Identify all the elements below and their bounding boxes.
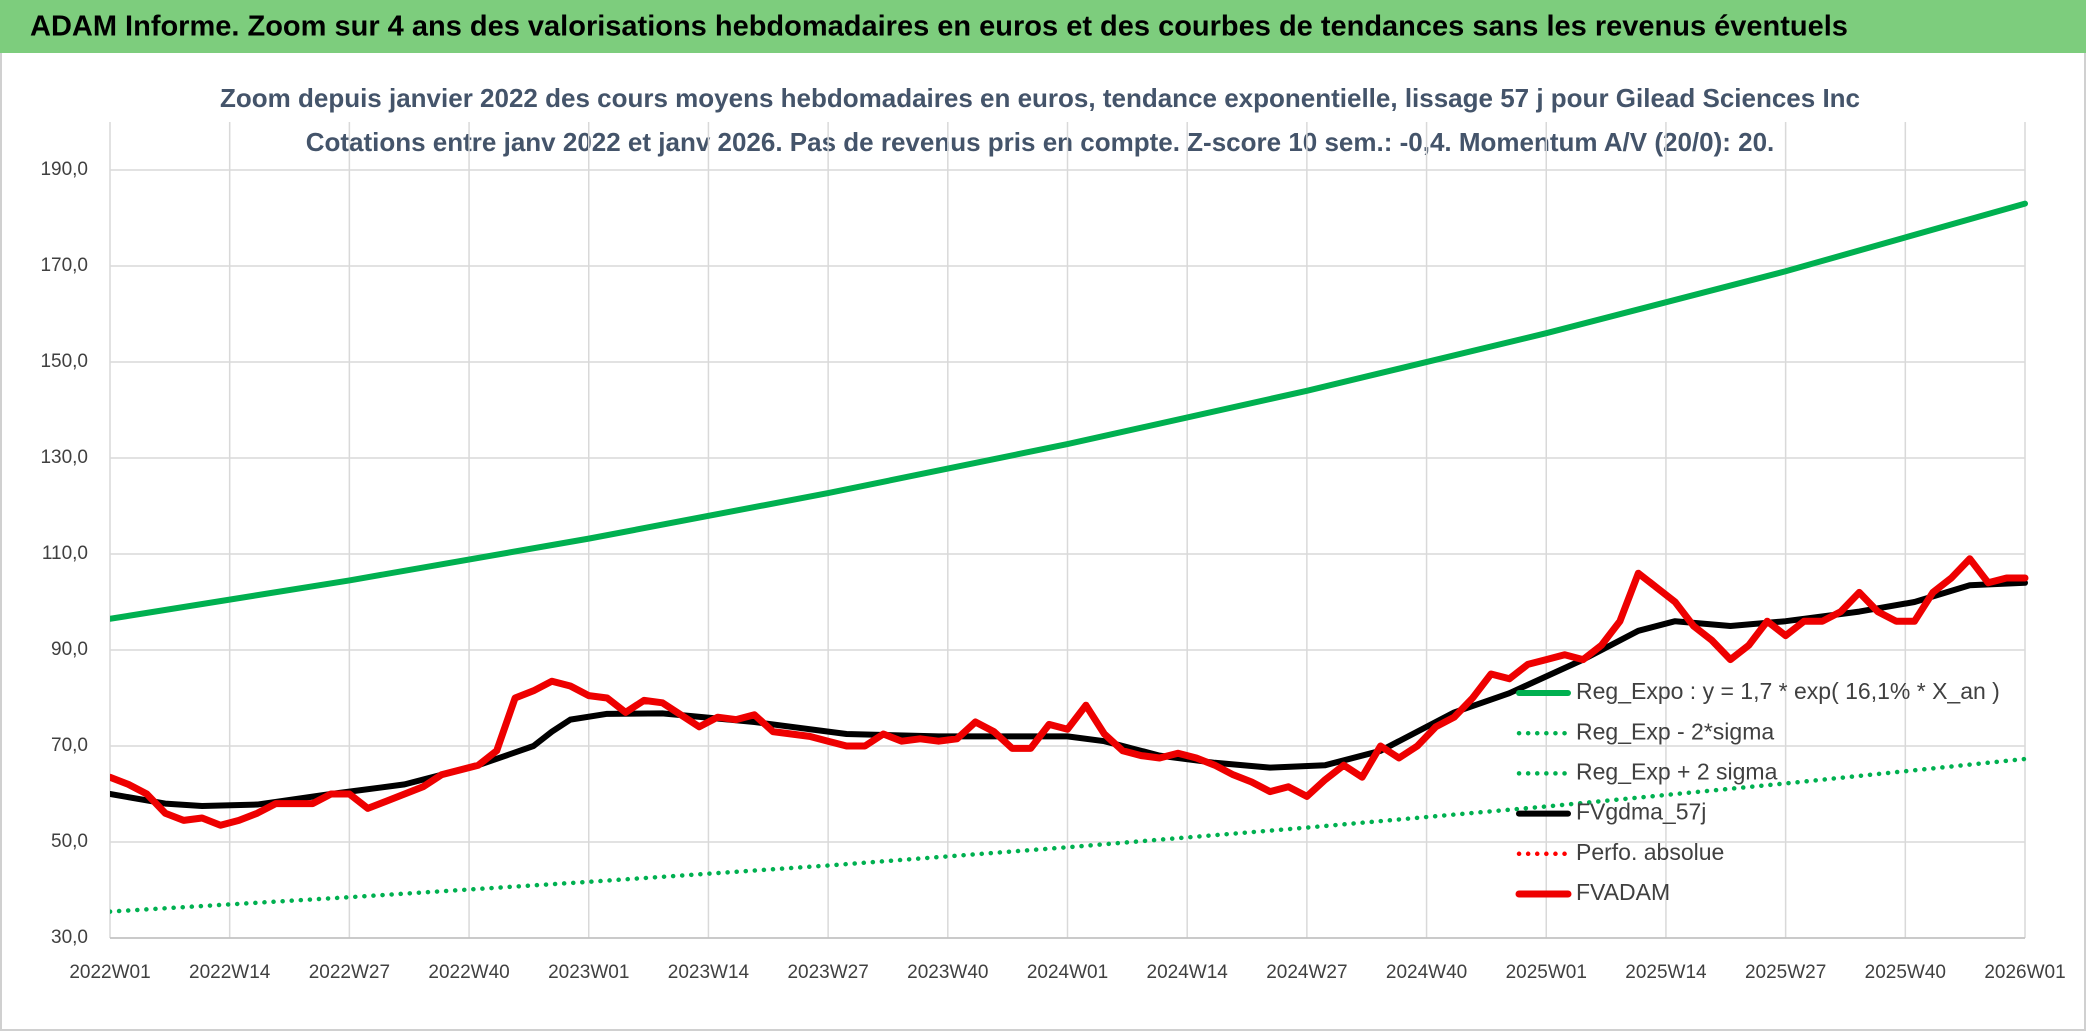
x-tick-label: 2025W14 bbox=[1625, 962, 1707, 983]
y-tick-label: 130,0 bbox=[40, 447, 88, 468]
chart-subtitle: Cotations entre janv 2022 et janv 2026. … bbox=[306, 127, 1775, 157]
x-tick-label: 2022W01 bbox=[69, 962, 150, 983]
legend-label: FVgdma_57j bbox=[1576, 799, 1706, 825]
x-tick-label: 2025W01 bbox=[1506, 962, 1587, 983]
series-line bbox=[110, 555, 2029, 829]
x-tick-label: 2025W40 bbox=[1865, 962, 1946, 983]
chart-title: ADAM Informe. Zoom sur 4 ans des valoris… bbox=[30, 11, 1848, 43]
legend-label: FVADAM bbox=[1576, 879, 1670, 905]
x-tick-label: 2022W27 bbox=[309, 962, 390, 983]
x-tick-label: 2024W01 bbox=[1027, 962, 1108, 983]
x-tick-label: 2022W40 bbox=[428, 962, 509, 983]
x-tick-label: 2024W40 bbox=[1386, 962, 1467, 983]
x-tick-label: 2024W27 bbox=[1266, 962, 1347, 983]
legend: Reg_Expo : y = 1,7 * exp( 16,1% * X_an )… bbox=[1515, 678, 2000, 905]
legend-label: Reg_Expo : y = 1,7 * exp( 16,1% * X_an ) bbox=[1576, 678, 2000, 704]
x-tick-label: 2023W01 bbox=[548, 962, 629, 983]
x-tick-label: 2024W14 bbox=[1147, 962, 1229, 983]
legend-label: Perfo. absolue bbox=[1576, 839, 1724, 865]
plot-area bbox=[110, 200, 2029, 914]
x-tick-label: 2023W27 bbox=[787, 962, 868, 983]
x-tick-label: 2023W40 bbox=[907, 962, 988, 983]
y-tick-label: 190,0 bbox=[40, 159, 88, 180]
chart-subtitle: Zoom depuis janvier 2022 des cours moyen… bbox=[220, 83, 1860, 113]
header-bar bbox=[0, 0, 2086, 53]
grid: 30,0 50,0 70,0 90,0 110,0 130,0 150,0 170,0 190,… bbox=[40, 122, 2066, 983]
y-tick-label: 50,0 bbox=[51, 831, 88, 852]
y-tick-label: 30,0 bbox=[51, 927, 88, 948]
series-line bbox=[110, 756, 2028, 914]
x-tick-label: 2026W01 bbox=[1984, 962, 2065, 983]
x-tick-label: 2022W14 bbox=[189, 962, 271, 983]
y-tick-label: 150,0 bbox=[40, 351, 88, 372]
legend-label: Reg_Exp - 2*sigma bbox=[1576, 718, 1774, 744]
series-line bbox=[110, 579, 2028, 809]
y-tick-label: 90,0 bbox=[51, 639, 88, 660]
series-line bbox=[110, 200, 2028, 622]
y-tick-label: 170,0 bbox=[40, 255, 88, 276]
x-tick-label: 2025W27 bbox=[1745, 962, 1826, 983]
x-tick-label: 2023W14 bbox=[668, 962, 750, 983]
y-tick-label: 70,0 bbox=[51, 735, 88, 756]
y-tick-label: 110,0 bbox=[42, 543, 88, 564]
legend-label: Reg_Exp + 2 sigma bbox=[1576, 758, 1778, 784]
